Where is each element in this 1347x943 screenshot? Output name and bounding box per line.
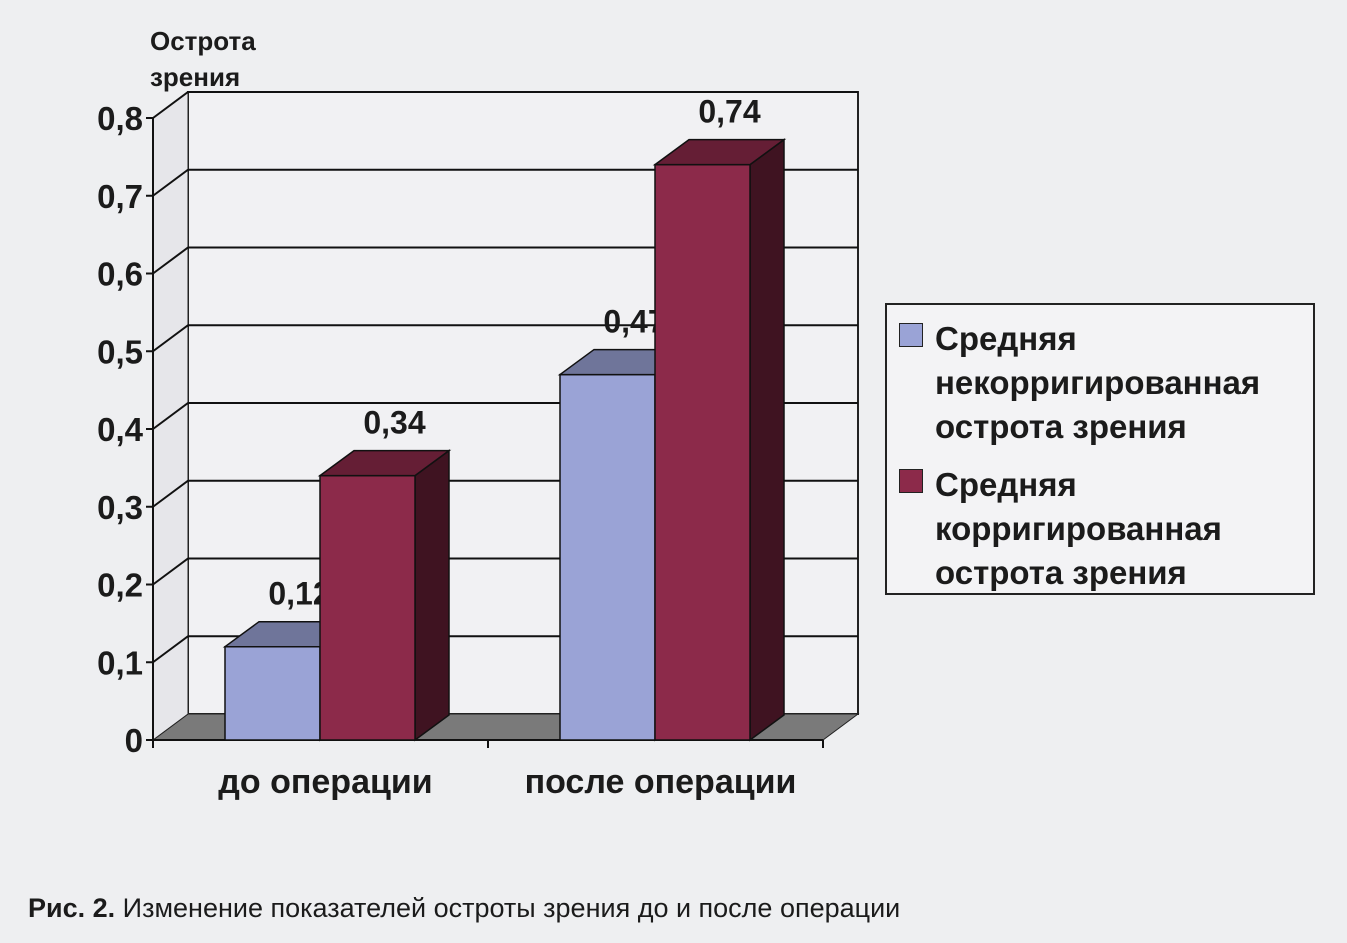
legend-label-line: острота зрения — [935, 554, 1187, 591]
bar — [224, 645, 321, 741]
legend-label-line: острота зрения — [935, 408, 1187, 445]
gridline — [152, 246, 858, 275]
legend-label-uncorrected: Средняя некорригированная острота зрения — [935, 317, 1315, 449]
legend-swatch-corrected — [899, 469, 923, 493]
bar — [559, 373, 656, 741]
gridline — [152, 91, 858, 119]
caption-prefix: Рис. 2. — [28, 893, 116, 923]
y-tick-label: 0,3 — [97, 489, 143, 526]
y-tick-label: 0,7 — [97, 178, 143, 215]
category-label: до операции — [218, 763, 432, 801]
bar-side — [414, 449, 450, 742]
category-label: после операции — [525, 763, 797, 801]
y-tick-label: 0,8 — [97, 100, 143, 137]
figure-caption: Рис. 2. Изменение показателей остроты зр… — [28, 893, 900, 924]
bar — [319, 474, 416, 741]
legend-swatch-uncorrected — [899, 323, 923, 347]
y-tick-label: 0,5 — [97, 333, 143, 370]
y-axis-title-line: Острота — [150, 26, 256, 56]
y-axis-title-line: зрения — [150, 62, 240, 92]
bar-side — [749, 138, 785, 742]
caption-text: Изменение показателей остроты зрения до … — [122, 893, 901, 923]
y-tick-label: 0,1 — [97, 644, 143, 681]
y-tick-label: 0,2 — [97, 567, 143, 604]
gridline — [152, 324, 858, 353]
legend-label-corrected: Средняя корригированная острота зрения — [935, 463, 1315, 595]
data-label: 0,74 — [698, 94, 760, 130]
legend-label-line: Средняя — [935, 466, 1077, 503]
y-tick-label: 0 — [125, 722, 143, 759]
data-label: 0,34 — [363, 405, 425, 441]
legend-label-line: некорригированная — [935, 364, 1261, 401]
chart-legend: Средняя некорригированная острота зрения… — [885, 303, 1315, 595]
bar-chart: 0 0,1 0,2 0,3 0,4 0,5 0,6 0,7 0,8 Острота зрения 0,… — [97, 26, 860, 801]
bar-top — [652, 138, 787, 166]
bar — [654, 163, 751, 741]
legend-label-line: Средняя — [935, 320, 1077, 357]
legend-label-line: корригированная — [935, 510, 1222, 547]
bar-top — [317, 449, 452, 477]
gridline — [152, 168, 858, 197]
y-tick-label: 0,4 — [97, 411, 144, 448]
y-tick-label: 0,6 — [97, 256, 143, 293]
